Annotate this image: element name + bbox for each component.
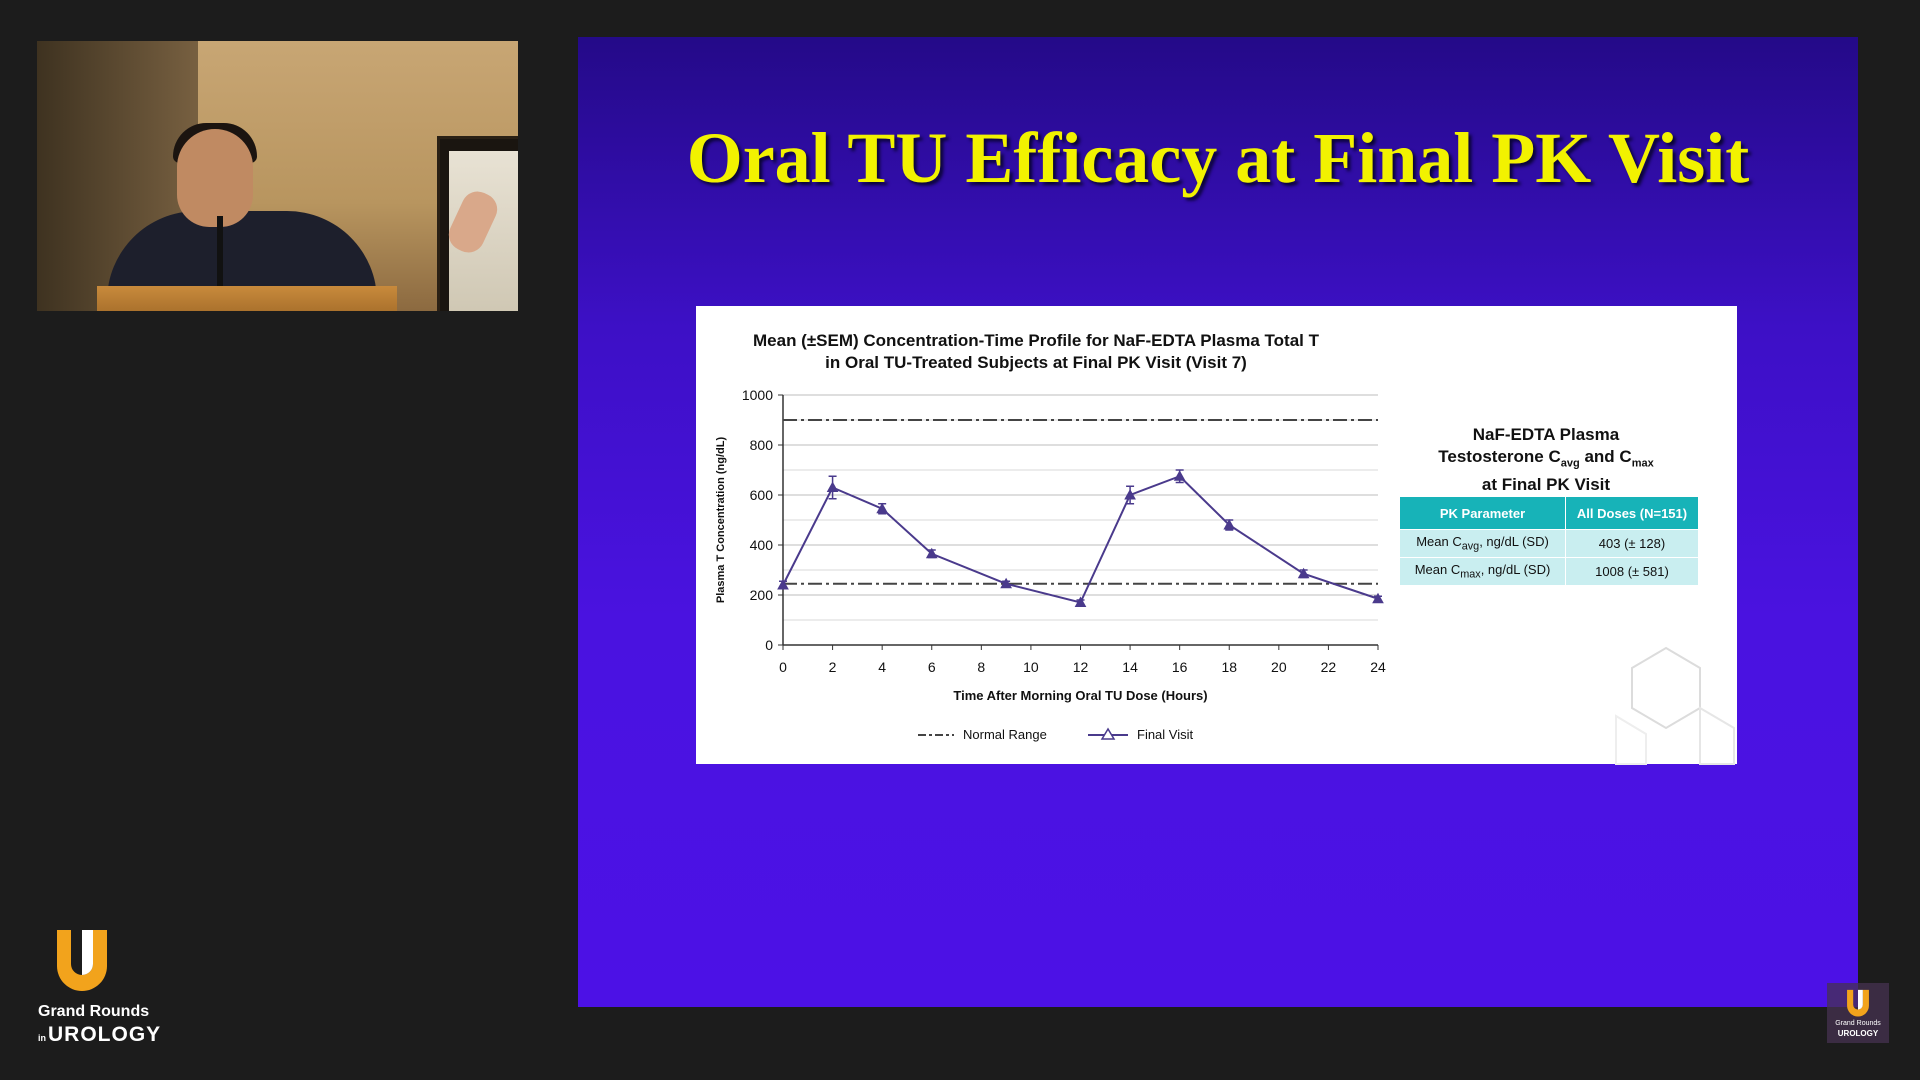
pk-table-param: Mean Cavg, ng/dL (SD) [1399, 529, 1566, 558]
x-tick-label: 4 [878, 659, 886, 675]
grand-rounds-watermark: Grand Rounds UROLOGY [1827, 983, 1889, 1043]
hexagon-decoration [1615, 646, 1735, 765]
y-axis-label: Plasma T Concentration (ng/dL) [715, 437, 727, 604]
param-sub: max [1460, 568, 1481, 581]
data-point [1297, 567, 1310, 579]
legend-final-visit-marker [1100, 727, 1116, 740]
x-tick-label: 14 [1122, 659, 1138, 675]
pk-table-header-row: PK Parameter All Doses (N=151) [1399, 496, 1699, 530]
legend-normal-range-label: Normal Range [963, 727, 1047, 742]
pk-title-sub-avg: avg [1560, 457, 1580, 470]
pk-table-param: Mean Cmax, ng/dL (SD) [1399, 557, 1566, 586]
data-point [826, 481, 839, 492]
watermark-text-grand-rounds: Grand Rounds [1835, 1020, 1881, 1027]
legend-final-visit-label: Final Visit [1137, 727, 1194, 742]
logo-text-urology-word: UROLOGY [48, 1023, 162, 1046]
data-point [1173, 470, 1186, 481]
x-tick-label: 16 [1172, 659, 1188, 675]
param-text: Mean C [1414, 562, 1461, 578]
x-tick-label: 18 [1221, 659, 1237, 675]
speaker-head [177, 129, 253, 227]
logo-text-in: in [38, 1033, 46, 1043]
grand-rounds-logo: Grand Rounds inUROLOGY [38, 928, 160, 1048]
y-tick-label: 600 [750, 487, 774, 503]
x-tick-label: 22 [1321, 659, 1337, 675]
pk-table-row: Mean Cmax, ng/dL (SD) 1008 (± 581) [1399, 557, 1699, 586]
data-point [1223, 518, 1236, 530]
x-tick-label: 12 [1073, 659, 1089, 675]
pk-panel-title: NaF-EDTA Plasma Testosterone Cavg and Cm… [1396, 424, 1696, 496]
logo-text-grand-rounds: Grand Rounds [38, 1003, 150, 1020]
pk-table-header: PK Parameter [1399, 496, 1566, 530]
y-tick-label: 200 [750, 587, 774, 603]
pk-table-value: 1008 (± 581) [1565, 557, 1699, 586]
x-tick-label: 20 [1271, 659, 1287, 675]
microphone [217, 216, 223, 286]
param-sub: avg [1461, 540, 1480, 553]
slide-title: Oral TU Efficacy at Final PK Visit [686, 118, 1750, 198]
watermark-text-urology: UROLOGY [1837, 1029, 1879, 1038]
pk-panel-title-line-2: Testosterone Cavg and Cmax [1396, 446, 1696, 474]
data-point [1074, 596, 1087, 607]
podium [97, 286, 397, 311]
u-watermark-icon [1847, 989, 1869, 1017]
data-point [777, 578, 789, 590]
pk-table-value: 403 (± 128) [1565, 529, 1699, 558]
x-tick-label: 8 [977, 659, 985, 675]
x-tick-label: 2 [829, 659, 837, 675]
x-tick-label: 10 [1023, 659, 1039, 675]
param-text: , ng/dL (SD) [1480, 562, 1551, 578]
param-text: , ng/dL (SD) [1479, 534, 1549, 550]
data-point [1372, 592, 1384, 604]
y-tick-label: 400 [750, 537, 774, 553]
x-tick-label: 6 [928, 659, 936, 675]
chart-title: Mean (±SEM) Concentration-Time Profile f… [726, 330, 1346, 374]
chart-title-line-2: in Oral TU-Treated Subjects at Final PK … [825, 353, 1247, 372]
data-point [876, 502, 889, 514]
y-tick-label: 0 [765, 637, 773, 653]
pk-table-row: Mean Cavg, ng/dL (SD) 403 (± 128) [1399, 529, 1699, 558]
chart-figure: Mean (±SEM) Concentration-Time Profile f… [696, 306, 1737, 765]
x-tick-label: 0 [779, 659, 787, 675]
pk-title-part: Testosterone C [1438, 447, 1561, 466]
pk-title-part: and C [1579, 447, 1632, 466]
x-axis-label: Time After Morning Oral TU Dose (Hours) [953, 688, 1207, 703]
data-point [1124, 488, 1136, 500]
pk-panel-title-line-1: NaF-EDTA Plasma [1472, 425, 1620, 444]
data-point [925, 547, 938, 559]
pk-table-header: All Doses (N=151) [1565, 496, 1699, 530]
pk-title-sub-max: max [1631, 457, 1654, 470]
presentation-slide: Oral TU Efficacy at Final PK Visit Mean … [578, 37, 1858, 1007]
chart-title-line-1: Mean (±SEM) Concentration-Time Profile f… [753, 331, 1319, 350]
data-point [1000, 577, 1012, 589]
param-text: Mean C [1416, 534, 1462, 550]
y-tick-label: 800 [750, 437, 774, 453]
pk-panel-title-line-3: at Final PK Visit [1481, 475, 1611, 495]
pk-table: PK Parameter All Doses (N=151) Mean Cavg… [1399, 496, 1699, 586]
x-tick-label: 24 [1370, 659, 1386, 675]
u-logo-icon [57, 930, 107, 991]
speaker-video-feed [37, 41, 518, 311]
y-tick-label: 1000 [742, 387, 773, 403]
logo-text-urology: inUROLOGY [38, 1023, 161, 1047]
